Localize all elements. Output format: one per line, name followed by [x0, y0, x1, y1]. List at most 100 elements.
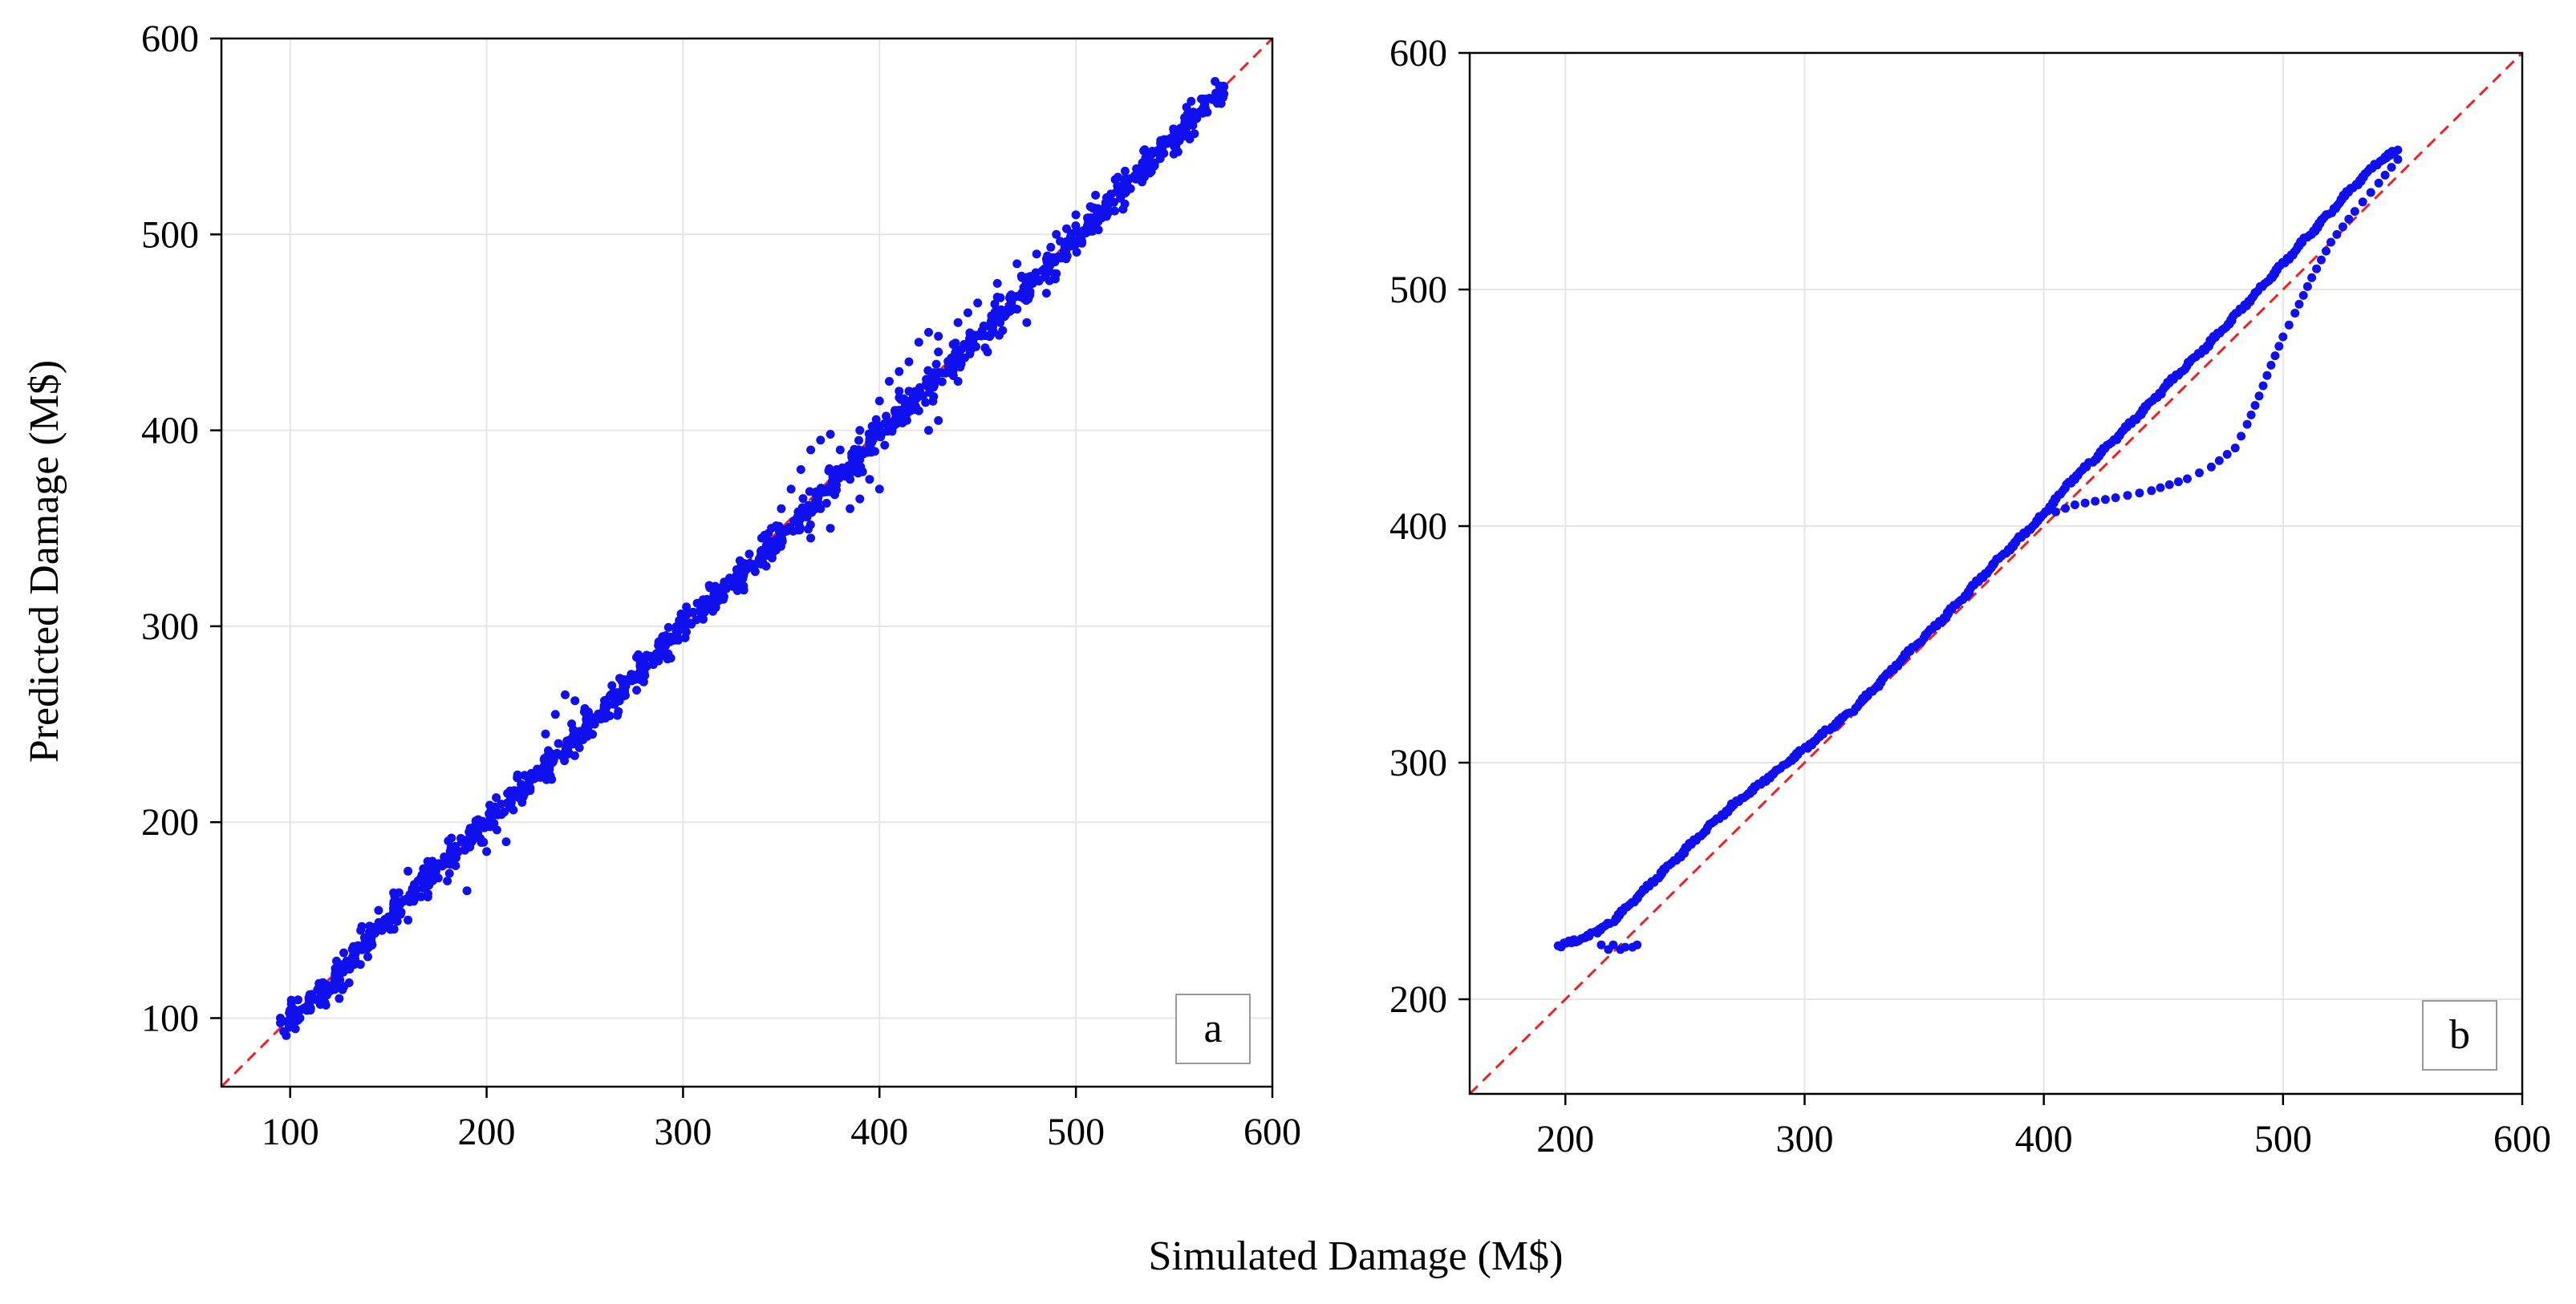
data-point [335, 965, 344, 974]
data-point [805, 520, 815, 529]
data-point [546, 771, 555, 780]
data-point [795, 525, 805, 535]
data-point [1132, 164, 1142, 173]
data-point [1071, 221, 1081, 230]
data-point [732, 586, 742, 595]
data-point [2338, 222, 2347, 232]
data-point [934, 347, 943, 357]
data-point [2290, 309, 2300, 318]
data-point [2070, 500, 2079, 509]
data-point [1000, 310, 1010, 320]
data-point [843, 467, 853, 476]
data-point [699, 614, 708, 624]
data-point [423, 874, 432, 884]
data-point [767, 524, 777, 533]
data-point [581, 722, 590, 731]
data-point [1138, 177, 1147, 187]
data-point [371, 929, 380, 938]
data-point [444, 869, 454, 878]
data-point [876, 432, 886, 442]
data-point [1104, 194, 1114, 204]
data-point [2254, 391, 2264, 401]
data-point [489, 819, 499, 828]
data-point [786, 484, 796, 494]
data-point [953, 318, 963, 327]
data-point [1091, 190, 1101, 200]
data-point [851, 449, 861, 458]
x-tick-label: 200 [1536, 1118, 1594, 1160]
data-point [856, 462, 866, 472]
panel-b: 200 300 400 500 600 200 300 400 500 600 b [1389, 32, 2551, 1160]
y-tick-label: 600 [141, 18, 199, 60]
data-point [600, 696, 609, 706]
data-point [934, 331, 943, 341]
data-point [992, 313, 1001, 322]
data-point [2091, 496, 2100, 506]
data-point [887, 427, 897, 436]
data-point [1170, 141, 1179, 151]
y-tick-label: 100 [141, 997, 199, 1039]
data-point [2278, 332, 2288, 342]
data-point [2327, 237, 2335, 247]
panel-b-x-ticks: 200 300 400 500 600 [1536, 1094, 2551, 1160]
data-point [1041, 289, 1051, 298]
data-point [357, 921, 367, 931]
data-point [855, 455, 865, 464]
data-point [895, 366, 904, 376]
data-point [1007, 290, 1016, 300]
data-point [1616, 945, 1625, 954]
data-point [411, 885, 420, 895]
data-point [560, 756, 570, 766]
data-point [374, 905, 383, 915]
data-point [614, 707, 623, 716]
data-point [1628, 942, 1637, 952]
data-point [2302, 281, 2312, 291]
data-point [1604, 945, 1613, 954]
panel-a-points [276, 77, 1229, 1040]
data-point [937, 377, 947, 387]
data-point [488, 811, 497, 820]
data-point [1183, 117, 1193, 127]
panel-a-y-ticks: 100 200 300 400 500 600 [141, 18, 221, 1039]
data-point [2222, 450, 2232, 459]
data-point [1169, 124, 1178, 134]
data-point [687, 619, 696, 629]
data-point [1163, 135, 1173, 144]
data-point [1071, 210, 1081, 220]
data-point [806, 533, 816, 543]
data-point [482, 847, 492, 857]
data-point [931, 359, 941, 369]
data-point [632, 670, 642, 679]
data-point [2294, 299, 2304, 309]
data-point [632, 686, 642, 695]
data-point [949, 357, 958, 366]
y-axis-title: Predicted Damage (M$) [22, 360, 67, 763]
data-point [826, 524, 835, 533]
data-point [621, 682, 631, 690]
data-point [1174, 136, 1184, 145]
data-point [567, 719, 577, 729]
data-point [923, 366, 933, 375]
data-point [447, 833, 456, 843]
data-point [955, 350, 964, 359]
data-point [2242, 419, 2252, 429]
y-tick-label: 400 [141, 410, 199, 452]
data-point [2393, 155, 2403, 164]
data-point [520, 771, 529, 780]
y-tick-label: 400 [1389, 505, 1447, 548]
data-point [290, 1024, 300, 1034]
data-point [805, 487, 814, 496]
data-point [953, 377, 963, 386]
data-point [561, 690, 570, 699]
data-point [1052, 229, 1061, 239]
data-point [516, 785, 525, 795]
y-tick-label: 300 [141, 605, 199, 648]
data-point [929, 392, 939, 401]
data-point [1182, 103, 1191, 112]
data-point [314, 998, 324, 1007]
data-point [360, 937, 370, 946]
data-point [1596, 940, 1606, 950]
data-point [2206, 462, 2216, 472]
data-point [472, 827, 481, 836]
data-point [330, 985, 339, 994]
